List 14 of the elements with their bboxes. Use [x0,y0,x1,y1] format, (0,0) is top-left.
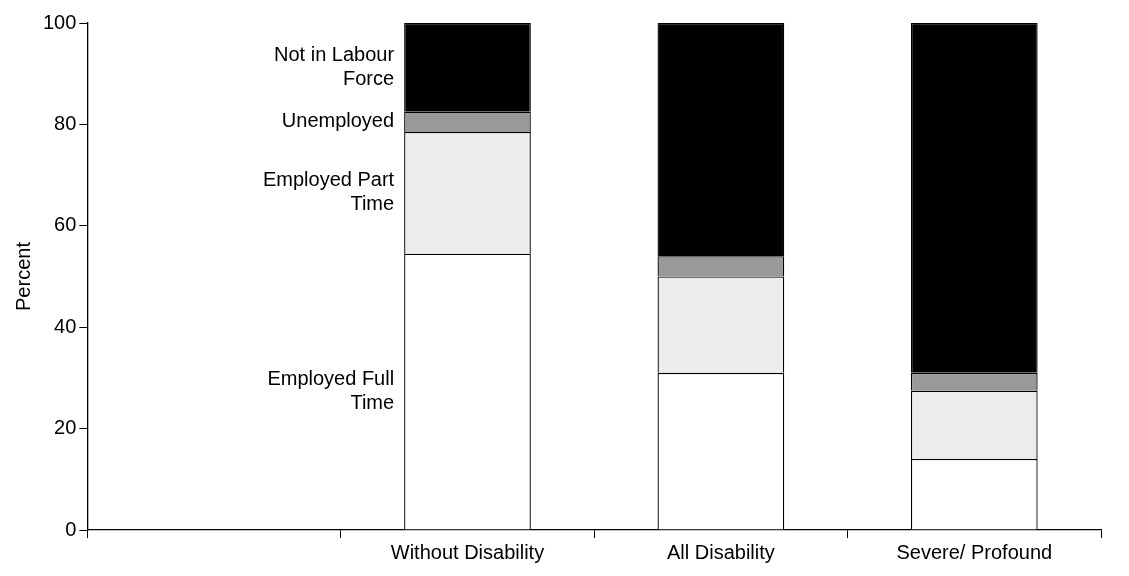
series-label: Employed Full Time [267,367,395,414]
series-label: Unemployed [281,109,395,132]
x-tick-label: Without Disability [390,540,545,563]
y-tick-label: 80 [54,111,77,134]
y-tick-label: 20 [54,416,77,439]
y-axis-title: Percent [11,241,34,311]
y-tick-label: 60 [54,213,77,236]
x-tick-label: Severe/ Profound [896,540,1053,563]
series-label: Employed Part Time [262,168,395,215]
x-tick-label: All Disability [666,540,775,563]
y-tick-label: 0 [65,517,77,540]
series-label: Not in Labour Force [274,42,395,89]
y-tick-label: 40 [54,314,77,337]
y-tick-label: 100 [42,10,77,33]
